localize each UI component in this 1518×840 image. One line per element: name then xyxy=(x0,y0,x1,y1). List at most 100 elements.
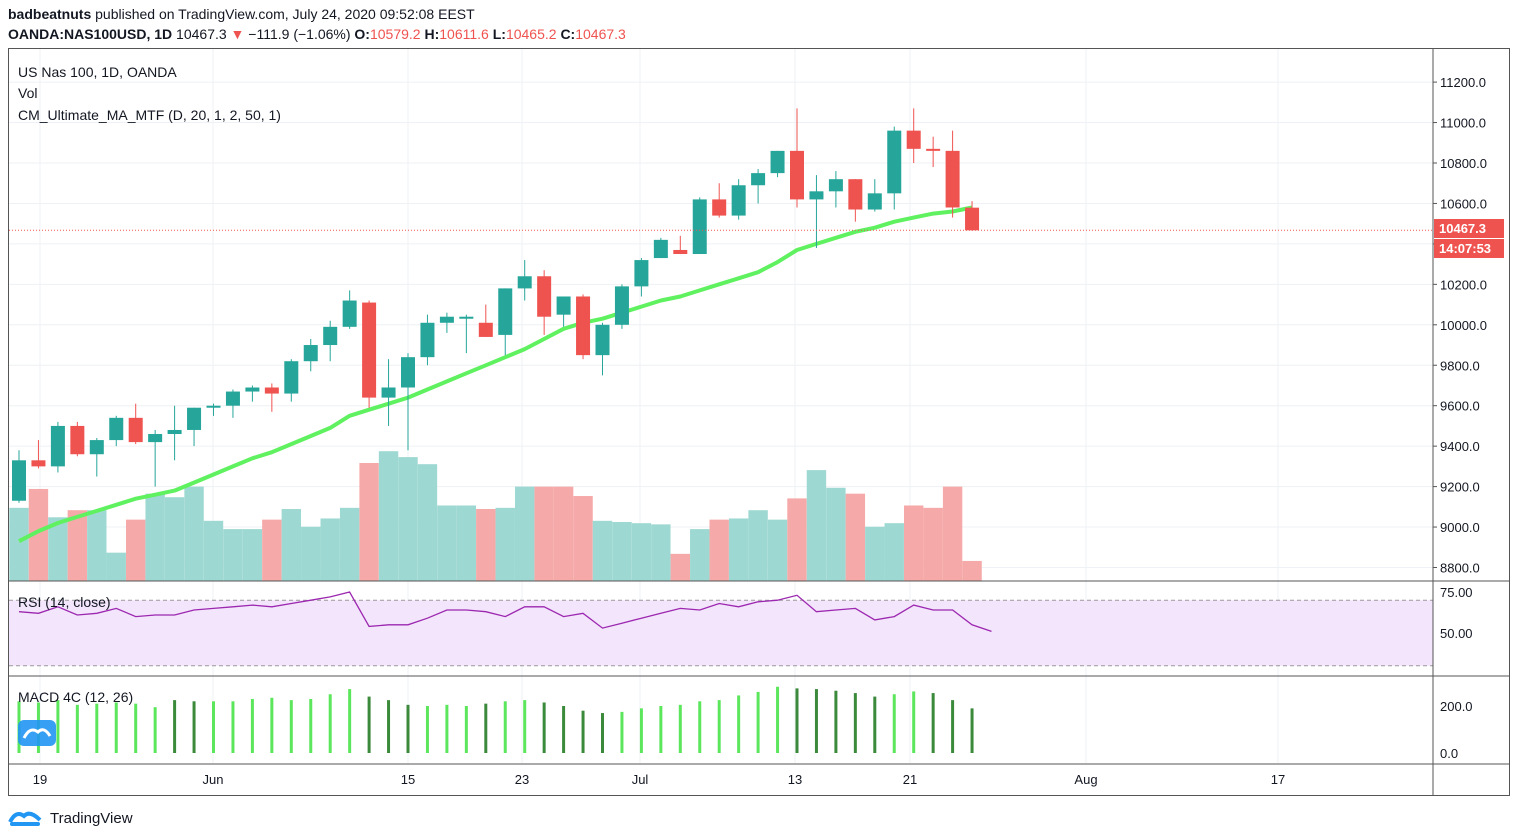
price-tag: 10467.3 14:07:53 xyxy=(1434,219,1504,258)
publish-text: published on TradingView.com, July 24, 2… xyxy=(95,6,475,22)
candle-body xyxy=(906,130,921,149)
volume-bar xyxy=(87,510,107,581)
volume-bar xyxy=(456,505,477,581)
volume-bar xyxy=(106,552,126,581)
volume-bar xyxy=(573,496,593,581)
candle-body xyxy=(264,387,279,394)
candle-body xyxy=(498,288,513,335)
candle-body xyxy=(945,150,960,208)
candle-body xyxy=(614,286,629,325)
chart-svg[interactable]: 19 Jun 15 23 Jul 13 21 Aug 17 8800.0 9000.0 9200.0 9… xyxy=(0,0,1518,800)
rsi-tick-label: 50.00 xyxy=(1440,626,1473,641)
candle-body xyxy=(323,326,338,346)
volume-bar xyxy=(398,457,418,581)
volume-bar xyxy=(9,507,29,581)
y-tick-label: 9400.0 xyxy=(1440,439,1480,454)
footer-brand[interactable]: TradingView xyxy=(50,809,133,827)
candle-body xyxy=(167,429,182,435)
volume-bar xyxy=(223,529,243,581)
candle-body xyxy=(225,391,240,406)
y-tick-label: 9000.0 xyxy=(1440,520,1480,535)
volume-bar xyxy=(242,529,263,581)
candle-body xyxy=(576,296,591,356)
rsi-tick-label: 75.00 xyxy=(1440,585,1473,600)
x-tick-label: Aug xyxy=(1074,772,1097,787)
y-tick-label: 9800.0 xyxy=(1440,358,1480,373)
countdown-value: 14:07:53 xyxy=(1439,241,1491,256)
x-tick-label: 23 xyxy=(515,772,529,787)
volume-bar xyxy=(67,510,88,581)
tradingview-logo-icon xyxy=(8,811,42,826)
open-label: O: xyxy=(354,26,370,42)
candle-body xyxy=(712,199,727,216)
down-arrow-icon: ▼ xyxy=(230,26,245,42)
volume-bar xyxy=(767,519,788,581)
candle-body xyxy=(148,434,163,443)
volume-bar xyxy=(262,519,282,581)
volume-bar xyxy=(301,526,321,581)
candle-body xyxy=(653,239,668,259)
macd-tick-label: 200.0 xyxy=(1440,699,1473,714)
volume-bar xyxy=(690,529,710,581)
tv-watermark-icon xyxy=(18,720,56,746)
candle-body xyxy=(692,199,707,255)
x-tick-label: 17 xyxy=(1271,772,1285,787)
candle-body xyxy=(790,150,804,200)
volume-bar xyxy=(339,507,360,581)
candle-body xyxy=(537,276,552,317)
moving-average xyxy=(18,205,973,543)
volume-bar xyxy=(495,507,515,581)
candle-body xyxy=(517,276,532,289)
candle-body xyxy=(206,405,221,408)
volume-bar xyxy=(48,517,68,581)
legend-macd[interactable]: MACD 4C (12, 26) xyxy=(18,689,133,705)
volume-bar xyxy=(28,488,49,581)
x-tick-label: 13 xyxy=(788,772,802,787)
rsi-band xyxy=(9,600,1433,666)
high-value: 10611.6 xyxy=(439,26,489,42)
symbol-line: OANDA:NAS100USD, 1D xyxy=(8,26,173,42)
open-value: 10579.2 xyxy=(369,26,421,42)
y-tick-label: 10200.0 xyxy=(1440,277,1487,292)
volume-bar xyxy=(923,507,943,581)
candle-body xyxy=(50,425,65,467)
x-tick-label: 19 xyxy=(33,772,47,787)
volume-bar xyxy=(612,522,632,581)
candle-body xyxy=(362,302,377,398)
candle-body xyxy=(751,173,766,186)
countdown-bg xyxy=(1434,239,1504,258)
volume-bar xyxy=(184,486,204,581)
candle-body xyxy=(89,440,104,455)
macd-pane xyxy=(17,686,974,753)
volume-bar xyxy=(670,553,690,581)
legend-rsi[interactable]: RSI (14, close) xyxy=(18,594,111,610)
candle-body xyxy=(595,324,610,356)
candle-body xyxy=(401,357,415,388)
y-tick-label: 10000.0 xyxy=(1440,318,1487,333)
volume-bar xyxy=(709,519,729,581)
candle-body xyxy=(342,300,357,327)
close-value: 10467.3 xyxy=(575,26,626,42)
candle-body xyxy=(459,316,474,319)
candle-body xyxy=(12,460,26,501)
volume-bar xyxy=(942,486,963,581)
candle-body xyxy=(867,193,882,210)
volume-bar xyxy=(904,505,924,581)
volume-bar xyxy=(164,497,185,581)
publish-info: badbeatnuts published on TradingView.com… xyxy=(8,6,475,22)
y-tick-label: 11200.0 xyxy=(1440,75,1486,90)
candle-body xyxy=(187,407,202,430)
low-value: 10465.2 xyxy=(505,26,557,42)
legend-ma[interactable]: CM_Ultimate_MA_MTF (D, 20, 1, 2, 50, 1) xyxy=(18,107,281,123)
x-tick-label: Jul xyxy=(632,772,649,787)
legend-title[interactable]: US Nas 100, 1D, OANDA xyxy=(18,64,177,80)
volume-bar xyxy=(748,510,768,581)
legend-volume[interactable]: Vol xyxy=(18,85,37,101)
chart-frame xyxy=(8,48,1510,796)
volume-bar xyxy=(515,486,535,581)
candle-body xyxy=(284,361,299,394)
author-name[interactable]: badbeatnuts xyxy=(8,6,92,22)
price-change: −111.9 (−1.06%) xyxy=(248,26,351,42)
price-tag-bg xyxy=(1434,219,1504,238)
candle-body xyxy=(731,185,746,216)
